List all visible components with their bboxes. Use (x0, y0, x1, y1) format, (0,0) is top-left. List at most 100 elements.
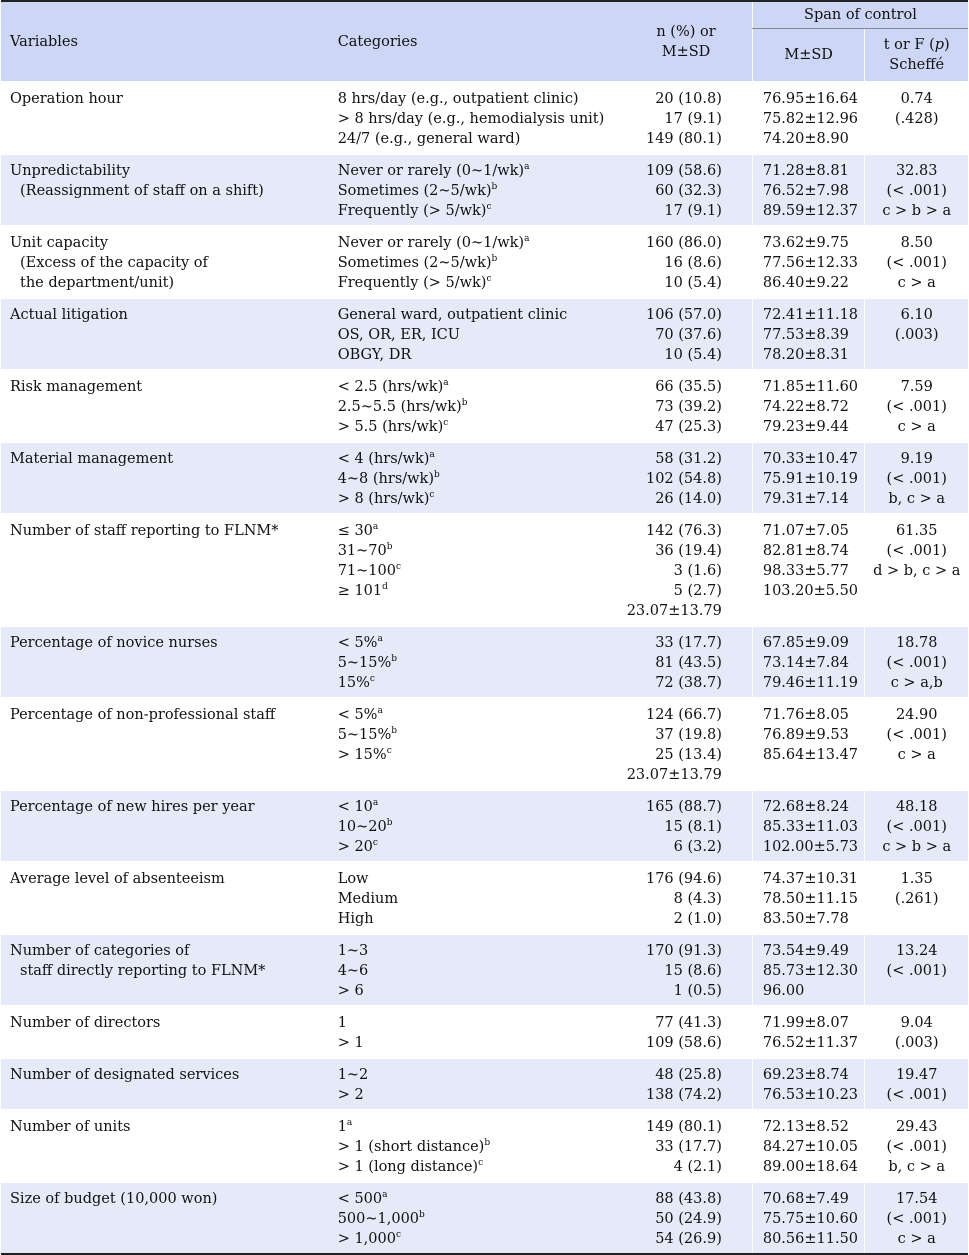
superscript-label: b (419, 1210, 425, 1220)
msd-value: 73.62±9.75 (762, 235, 849, 251)
msd-value: 76.95±16.64 (762, 91, 859, 107)
n-pct-value: 50 (24.9) (655, 1211, 722, 1227)
table-row: Average level of absenteeism Low Medium Hig… (1, 861, 968, 934)
msd-value: 84.27±10.05 (762, 1139, 859, 1155)
table-row: Number of staff reporting to FLNM* ≤ 30a 3… (1, 513, 968, 626)
category-text: 1a (337, 1118, 353, 1136)
n-pct-value: 106 (57.0) (645, 307, 722, 323)
msd-cell: 72.13±8.52 84.27±10.05 89.00±18.64 (751, 1109, 865, 1182)
variable-text: Number of directors (10, 1015, 161, 1031)
msd-value: 85.64±13.47 (762, 747, 859, 763)
category-text: > 6 (337, 983, 364, 999)
msd-value: 71.99±8.07 (762, 1015, 849, 1031)
msd-value: 71.07±7.05 (762, 523, 849, 539)
msd-value: 82.81±8.74 (762, 543, 849, 559)
category-text: < 4 (hrs/wk)a (337, 450, 435, 468)
n-pct-value: 88 (43.8) (655, 1191, 722, 1207)
msd-value: 76.52±11.37 (762, 1035, 859, 1051)
category-text: Never or rarely (0~1/wk)a (337, 234, 530, 252)
category-cell: < 10a 10~20b > 20c (327, 789, 621, 862)
table-row: Risk management < 2.5 (hrs/wk)a 2.5~5.5 (h… (1, 369, 968, 442)
variable-text: Percentage of new hires per year (10, 799, 255, 815)
category-text: > 1,000c (337, 1230, 402, 1248)
tf-value: (< .001) (886, 471, 947, 487)
variable-text: Number of categories of (10, 943, 190, 959)
tf-cell: 7.59 (< .001) c > a (864, 369, 968, 442)
category-text: Sometimes (2~5/wk)b (337, 254, 498, 272)
variable-text: staff directly reporting to FLNM* (20, 963, 266, 979)
tf-value: (.428) (894, 111, 939, 127)
tf-value: (< .001) (886, 183, 947, 199)
tf-value: d > b, c > a (873, 563, 961, 579)
category-cell: Never or rarely (0~1/wk)a Sometimes (2~5/… (327, 153, 621, 226)
superscript-label: a (372, 522, 379, 532)
variable-text: (Excess of the capacity of (20, 255, 208, 271)
tf-cell: 19.47 (< .001) (864, 1057, 968, 1110)
n-pct-value: 149 (80.1) (645, 1119, 722, 1135)
n-pct-value: 8 (4.3) (673, 891, 722, 907)
n-pct-cell: 58 (31.2) 102 (54.8) 26 (14.0) (620, 441, 753, 514)
superscript-label: a (524, 162, 530, 172)
msd-value: 102.00±5.73 (762, 839, 859, 855)
category-text: 4~8 (hrs/wk)b (337, 470, 440, 488)
variable-text: Number of designated services (10, 1067, 240, 1083)
variable-cell: Percentage of non-professional staff (1, 697, 328, 790)
superscript-label: a (382, 1190, 388, 1200)
category-text: Sometimes (2~5/wk)b (337, 182, 498, 200)
msd-cell: 72.41±11.18 77.53±8.39 78.20±8.31 (751, 297, 865, 370)
n-pct-value: 102 (54.8) (645, 471, 722, 487)
superscript-label: c (429, 490, 435, 500)
tf-value: (< .001) (886, 255, 947, 271)
superscript-label: b (461, 398, 468, 408)
n-pct-value: 138 (74.2) (645, 1087, 722, 1103)
msd-value: 72.68±8.24 (762, 799, 849, 815)
n-pct-value: 160 (86.0) (645, 235, 722, 251)
tf-value: 0.74 (900, 91, 933, 107)
msd-value: 75.82±12.96 (762, 111, 859, 127)
category-text: Frequently (> 5/wk)c (337, 274, 492, 292)
tf-value: (< .001) (886, 963, 947, 979)
n-pct-value: 176 (94.6) (645, 871, 722, 887)
superscript-label: c (372, 838, 378, 848)
superscript-label: a (443, 378, 449, 388)
table-row: Unit capacity (Excess of the capacity of t… (1, 225, 968, 298)
n-pct-value: 10 (5.4) (664, 347, 722, 363)
msd-value: 96.00 (762, 983, 805, 999)
variable-cell: Number of staff reporting to FLNM* (1, 513, 328, 626)
n-pct-value: 124 (66.7) (645, 707, 722, 723)
tf-cell: 24.90 (< .001) c > a (864, 697, 968, 790)
tf-value: 9.19 (900, 451, 933, 467)
msd-value: 73.14±7.84 (762, 655, 849, 671)
n-pct-value: 165 (88.7) (645, 799, 722, 815)
tf-value: 6.10 (900, 307, 933, 323)
category-text: > 1 (long distance)c (337, 1158, 484, 1176)
category-text: 24/7 (e.g., general ward) (337, 131, 521, 147)
n-pct-value: 60 (32.3) (655, 183, 722, 199)
n-pct-value: 54 (26.9) (655, 1231, 722, 1247)
table-body: Operation hour 8 hrs/day (e.g., outpatien… (1, 81, 968, 1255)
tf-value: (< .001) (886, 399, 947, 415)
tf-value: 7.59 (900, 379, 933, 395)
category-text: < 5%a (337, 706, 383, 724)
tf-value: 1.35 (900, 871, 933, 887)
n-pct-value: 4 (2.1) (673, 1159, 722, 1175)
category-cell: 8 hrs/day (e.g., outpatient clinic) > 8 h… (327, 81, 621, 154)
category-text: > 1 (short distance)b (337, 1138, 491, 1156)
category-text: < 500a (337, 1190, 388, 1208)
superscript-label: a (377, 634, 383, 644)
n-pct-cell: 48 (25.8) 138 (74.2) (620, 1057, 753, 1110)
n-pct-value: 37 (19.8) (655, 727, 722, 743)
superscript-label: d (382, 582, 388, 592)
n-pct-value: 77 (41.3) (655, 1015, 722, 1031)
msd-cell: 73.54±9.49 85.73±12.30 96.00 (751, 933, 865, 1006)
msd-value: 79.31±7.14 (762, 491, 849, 507)
variable-cell: Number of categories of staff directly re… (1, 933, 328, 1006)
msd-cell: 70.68±7.49 75.75±10.60 80.56±11.50 (751, 1181, 865, 1255)
category-text: 31~70b (337, 542, 393, 560)
msd-value: 73.54±9.49 (762, 943, 849, 959)
n-pct-value: 109 (58.6) (645, 163, 722, 179)
msd-value: 67.85±9.09 (762, 635, 849, 651)
n-pct-value: 5 (2.7) (673, 583, 722, 599)
category-cell: < 2.5 (hrs/wk)a 2.5~5.5 (hrs/wk)b > 5.5 (h… (327, 369, 621, 442)
superscript-label: a (524, 234, 530, 244)
